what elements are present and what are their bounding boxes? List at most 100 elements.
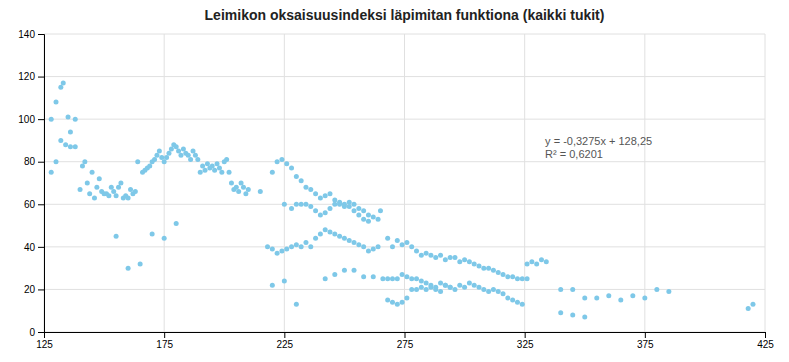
point [85,181,90,186]
point [352,202,357,207]
point [486,266,491,271]
point [303,202,308,207]
point [666,289,671,294]
point [452,255,457,260]
point [227,170,232,175]
grid-line [164,34,165,332]
tick-mark [38,204,44,205]
point [275,251,280,256]
point [347,204,352,209]
point [630,293,635,298]
point [491,287,496,292]
point [337,202,342,207]
point [313,236,318,241]
point [443,257,448,262]
point [327,229,332,234]
points [49,80,756,319]
point [452,287,457,292]
point [80,163,85,168]
point [424,281,429,286]
tick: 40 [24,242,44,253]
point [510,298,515,303]
tick-mark [284,332,285,338]
tick: 325 [517,332,534,350]
point [94,185,99,190]
point [90,170,95,175]
point [229,181,234,186]
point [116,185,121,190]
point [544,259,549,264]
point [157,149,162,154]
point [313,208,318,213]
title: Leimikon oksaisuusindeksi läpimitan funk… [205,7,605,23]
point [371,246,376,251]
x-axis: 125175225275325375425 [36,332,774,350]
point [186,153,191,158]
point [215,161,220,166]
point [424,287,429,292]
point [462,257,467,262]
point [501,291,506,296]
point [212,168,217,173]
point [496,289,501,294]
tick: 80 [24,156,44,167]
point [106,193,111,198]
point [114,193,119,198]
point [111,189,116,194]
point [303,185,308,190]
point [154,153,159,158]
point [150,232,155,237]
point [169,146,174,151]
point [414,249,419,254]
point [361,217,366,222]
point [87,191,92,196]
point [477,285,482,290]
point [642,295,647,300]
tick-mark [525,332,526,338]
point [193,153,198,158]
point [366,219,371,224]
tick-label: 120 [18,71,35,82]
point [356,206,361,211]
point [323,276,328,281]
grid-line [524,34,525,332]
point [270,170,275,175]
point [496,270,501,275]
tick-label: 100 [18,114,35,125]
point [236,189,241,194]
tick-label: 175 [156,339,173,350]
point [133,189,138,194]
point [486,289,491,294]
point [428,253,433,258]
tick-label: 125 [36,339,53,350]
tick-mark [645,332,646,338]
point [210,163,215,168]
point [390,276,395,281]
point [505,295,510,300]
point [582,315,587,320]
point [200,163,205,168]
point [390,244,395,249]
point [164,155,169,160]
tick-label: 60 [24,199,36,210]
point [385,276,390,281]
point [352,268,357,273]
point [323,193,328,198]
point [198,170,203,175]
point [308,204,313,209]
point [282,202,287,207]
tick-label: 40 [24,242,36,253]
point [472,261,477,266]
point [424,251,429,256]
point [58,138,63,143]
point [284,161,289,166]
chart: 125175225275325375425020406080100120140y… [0,0,789,362]
point [97,176,102,181]
point [270,283,275,288]
tick: 60 [24,199,44,210]
point [318,195,323,200]
point [299,202,304,207]
point [294,302,299,307]
point [433,255,438,260]
point [438,289,443,294]
